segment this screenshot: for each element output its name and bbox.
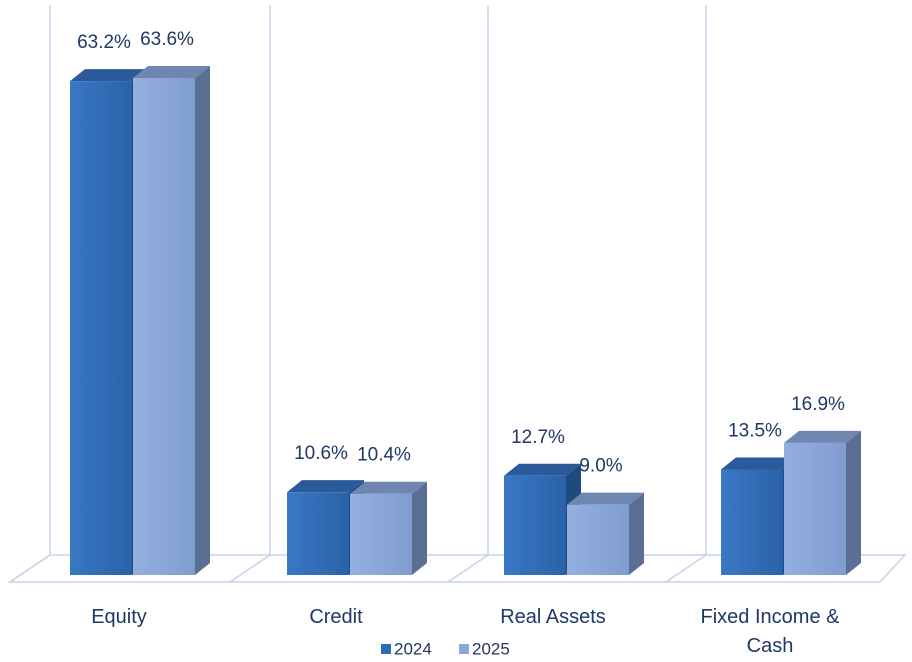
bar	[721, 469, 783, 575]
value-label: 63.6%	[140, 29, 194, 50]
legend-label: 2025	[472, 639, 510, 658]
bar	[567, 504, 629, 575]
value-label: 9.0%	[579, 456, 622, 477]
bar	[504, 475, 566, 575]
bar	[133, 78, 195, 575]
bar	[287, 492, 349, 575]
bar	[350, 493, 412, 575]
value-label: 63.2%	[77, 32, 131, 53]
bar-top	[133, 66, 210, 78]
legend-swatch	[381, 644, 391, 654]
bar-top	[567, 492, 644, 505]
bar-top	[350, 481, 427, 494]
value-label: 10.6%	[294, 443, 348, 464]
bar-side	[629, 492, 644, 575]
category-label: Equity	[91, 606, 147, 628]
bar-top	[504, 463, 581, 476]
bar-top	[70, 69, 147, 82]
bar-top	[287, 480, 364, 493]
bar	[784, 442, 846, 575]
value-label: 10.4%	[357, 445, 411, 466]
category-label: Real Assets	[500, 606, 606, 628]
legend-label: 2024	[394, 639, 432, 658]
bar-side	[412, 481, 427, 575]
value-label: 12.7%	[511, 427, 565, 448]
bar-side	[846, 430, 861, 575]
dividers	[9, 5, 707, 583]
category-label: Fixed Income & Cash	[700, 606, 840, 657]
value-label: 16.9%	[791, 394, 845, 415]
bar	[70, 81, 132, 575]
bar-top	[721, 457, 798, 470]
bar-top	[784, 430, 861, 443]
category-label: Credit	[309, 606, 363, 628]
legend-swatch	[459, 644, 469, 654]
value-label: 13.5%	[728, 421, 782, 442]
bar-side	[195, 66, 210, 575]
